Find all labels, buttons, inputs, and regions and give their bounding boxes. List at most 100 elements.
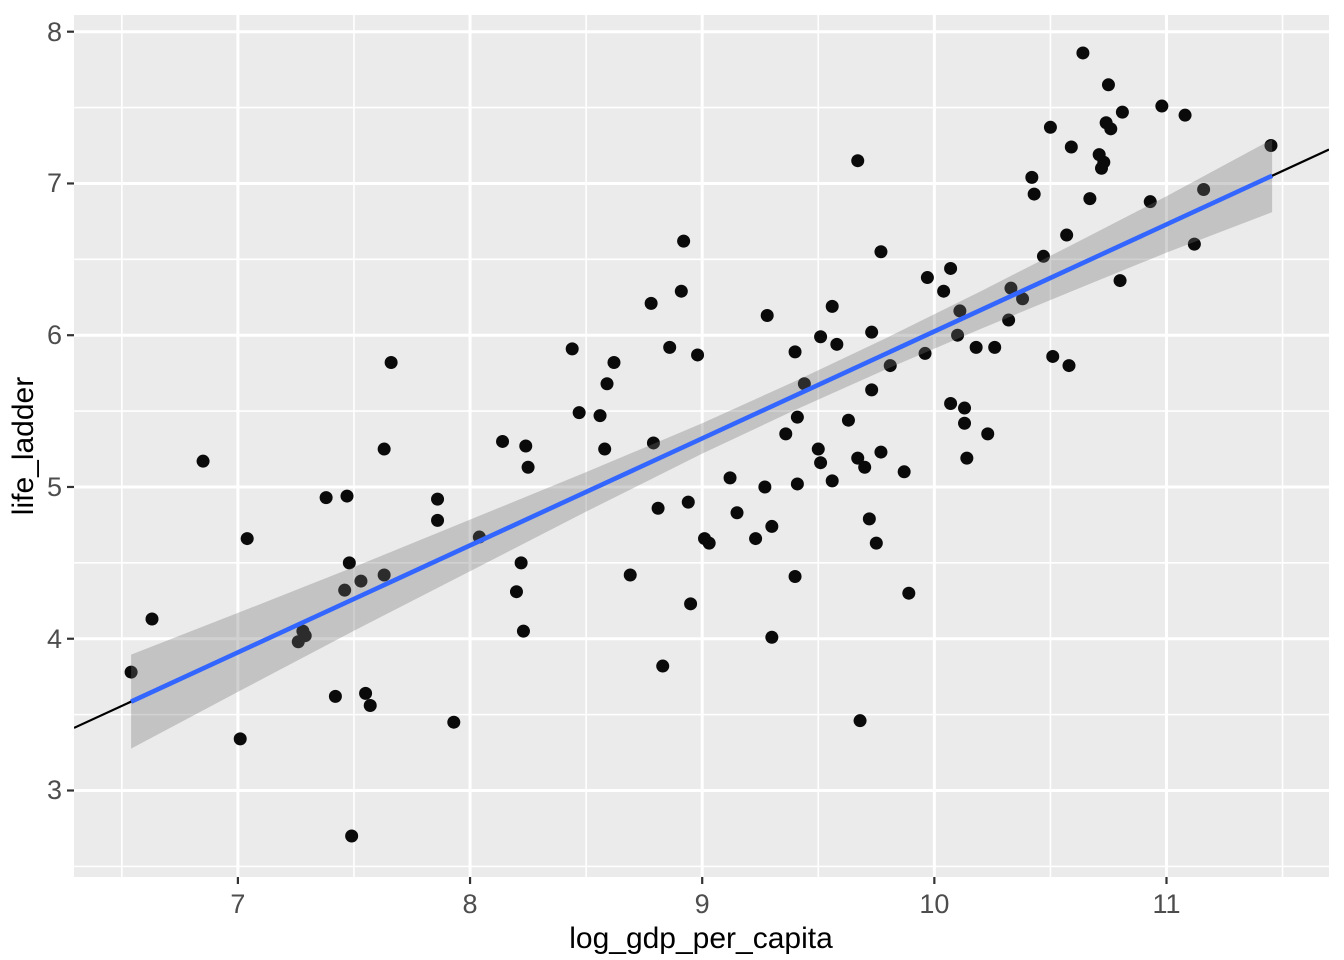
data-point	[790, 477, 804, 491]
data-point	[865, 325, 879, 339]
data-point	[981, 427, 995, 441]
data-point	[797, 377, 811, 391]
data-point	[646, 436, 660, 450]
data-point	[1027, 187, 1041, 201]
data-point	[521, 460, 535, 474]
data-point	[593, 409, 607, 423]
data-point	[730, 506, 744, 520]
data-point	[897, 465, 911, 479]
data-point	[858, 460, 872, 474]
data-point	[811, 442, 825, 456]
data-point	[1113, 274, 1127, 288]
data-point	[851, 154, 865, 168]
confidence-band	[131, 139, 1273, 749]
data-point	[851, 451, 865, 465]
data-point	[944, 261, 958, 275]
data-point	[298, 629, 312, 643]
data-point	[902, 586, 916, 600]
data-point	[240, 532, 254, 546]
y-tick-label: 5	[46, 471, 62, 502]
data-point	[363, 699, 377, 713]
data-point	[196, 454, 210, 468]
data-point	[841, 413, 855, 427]
data-point	[1004, 281, 1018, 295]
data-point	[788, 345, 802, 359]
data-point	[749, 532, 763, 546]
data-point	[516, 624, 530, 638]
data-point	[1143, 195, 1157, 209]
data-point	[342, 556, 356, 570]
data-point	[384, 356, 398, 370]
data-point	[354, 574, 368, 588]
data-point	[814, 330, 828, 344]
data-point	[377, 568, 391, 582]
data-point	[918, 346, 932, 360]
data-point	[691, 348, 705, 362]
data-point	[1043, 120, 1057, 134]
data-point	[874, 245, 888, 259]
data-point	[598, 442, 612, 456]
data-point	[723, 471, 737, 485]
data-point	[862, 512, 876, 526]
data-point	[1064, 140, 1078, 154]
data-point	[1046, 349, 1060, 363]
data-point	[825, 474, 839, 488]
data-point	[145, 612, 159, 626]
data-point	[788, 570, 802, 584]
data-point	[651, 501, 665, 515]
data-point	[790, 410, 804, 424]
data-point	[1097, 155, 1111, 169]
data-point	[644, 296, 658, 310]
data-point	[1002, 313, 1016, 327]
data-point	[340, 489, 354, 503]
data-point	[1083, 192, 1097, 206]
data-point	[496, 434, 510, 448]
data-point	[509, 585, 523, 599]
data-point	[958, 416, 972, 430]
data-point	[830, 337, 844, 351]
x-tick-label: 7	[230, 889, 246, 919]
y-tick-label: 8	[46, 16, 62, 47]
y-tick-label: 6	[46, 320, 62, 351]
data-point	[681, 495, 695, 509]
data-point	[883, 359, 897, 373]
data-point	[765, 630, 779, 644]
data-point	[319, 491, 333, 505]
data-point	[779, 427, 793, 441]
data-point	[1036, 249, 1050, 263]
data-point	[951, 328, 965, 342]
x-tick-label: 10	[919, 889, 950, 919]
data-point	[328, 689, 342, 703]
data-point	[988, 340, 1002, 354]
x-axis-title: log_gdp_per_capita	[569, 922, 833, 955]
y-tick-label: 3	[46, 775, 62, 806]
data-point	[233, 732, 247, 746]
data-point	[607, 356, 621, 370]
data-point	[656, 659, 670, 673]
data-point	[758, 480, 772, 494]
data-point	[1178, 108, 1192, 122]
data-point	[684, 597, 698, 611]
y-tick-label: 4	[46, 623, 62, 654]
data-point	[969, 340, 983, 354]
data-point	[874, 445, 888, 459]
data-point	[760, 308, 774, 322]
data-point	[514, 556, 528, 570]
data-point	[1016, 292, 1030, 306]
data-point	[1076, 46, 1090, 60]
data-point	[920, 271, 934, 285]
data-point	[865, 383, 879, 397]
data-point	[1115, 105, 1129, 119]
data-point	[572, 406, 586, 420]
data-point	[565, 342, 579, 356]
data-point	[960, 451, 974, 465]
data-point	[431, 492, 445, 506]
data-point	[1062, 359, 1076, 373]
data-point	[953, 304, 967, 318]
data-point	[814, 456, 828, 470]
data-point	[1187, 237, 1201, 251]
data-point	[447, 715, 461, 729]
data-point	[853, 714, 867, 728]
data-point	[124, 665, 138, 679]
